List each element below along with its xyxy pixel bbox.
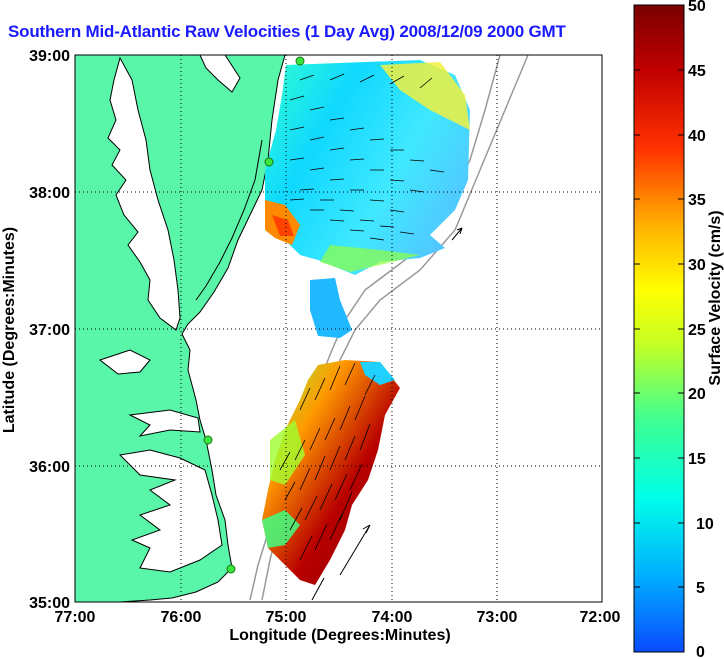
x-tick: 75:00 bbox=[266, 609, 307, 626]
pamlico-sound bbox=[118, 449, 223, 573]
y-axis-label: Latitude (Degrees:Minutes) bbox=[1, 227, 18, 433]
colorbar-tick: 0 bbox=[696, 644, 705, 659]
velocity-vectors bbox=[279, 73, 463, 601]
x-tick: 73:00 bbox=[477, 609, 518, 626]
velocity-field-north bbox=[265, 60, 470, 275]
radar-stations bbox=[203, 56, 305, 574]
colorbar-tick: 25 bbox=[688, 322, 706, 339]
map-title: Southern Mid-Atlantic Raw Velocities (1 … bbox=[8, 22, 566, 41]
y-tick: 35:00 bbox=[29, 595, 70, 612]
colorbar-tick: 30 bbox=[688, 257, 706, 274]
colorbar-tick: 50 bbox=[688, 0, 706, 15]
x-tick: 76:00 bbox=[161, 609, 202, 626]
x-tick: 72:00 bbox=[580, 609, 621, 626]
chesapeake-bay bbox=[107, 56, 181, 331]
colorbar-tick: 5 bbox=[696, 580, 705, 597]
y-tick: 38:00 bbox=[29, 185, 70, 202]
x-axis-label: Longitude (Degrees:Minutes) bbox=[229, 627, 450, 644]
colorbar-tick: 35 bbox=[688, 192, 706, 209]
y-axis: 39:00 38:00 37:00 36:00 35:00 Latitude (… bbox=[1, 48, 70, 612]
plot-frame bbox=[74, 54, 603, 603]
colorbar-tick: 45 bbox=[688, 63, 706, 80]
x-tick: 77:00 bbox=[55, 609, 96, 626]
colorbar-tick: 15 bbox=[688, 451, 706, 468]
delaware-bay bbox=[199, 55, 241, 93]
y-tick: 36:00 bbox=[29, 459, 70, 476]
y-tick: 39:00 bbox=[29, 48, 70, 65]
colorbar-tick: 20 bbox=[688, 386, 706, 403]
velocity-field-mid bbox=[310, 278, 352, 338]
colorbar-tick: 10 bbox=[696, 516, 714, 533]
colorbar-label: Surface Velocity (cm/s) bbox=[707, 210, 724, 385]
colorbar-tick: 40 bbox=[688, 128, 706, 145]
colorbar: 50 45 40 35 30 25 20 15 10 5 0 Surface V… bbox=[633, 0, 724, 659]
x-tick: 74:00 bbox=[372, 609, 413, 626]
y-tick: 37:00 bbox=[29, 322, 70, 339]
colorbar-gradient bbox=[633, 4, 685, 653]
x-axis: 77:00 76:00 75:00 74:00 73:00 72:00 Long… bbox=[55, 609, 621, 644]
